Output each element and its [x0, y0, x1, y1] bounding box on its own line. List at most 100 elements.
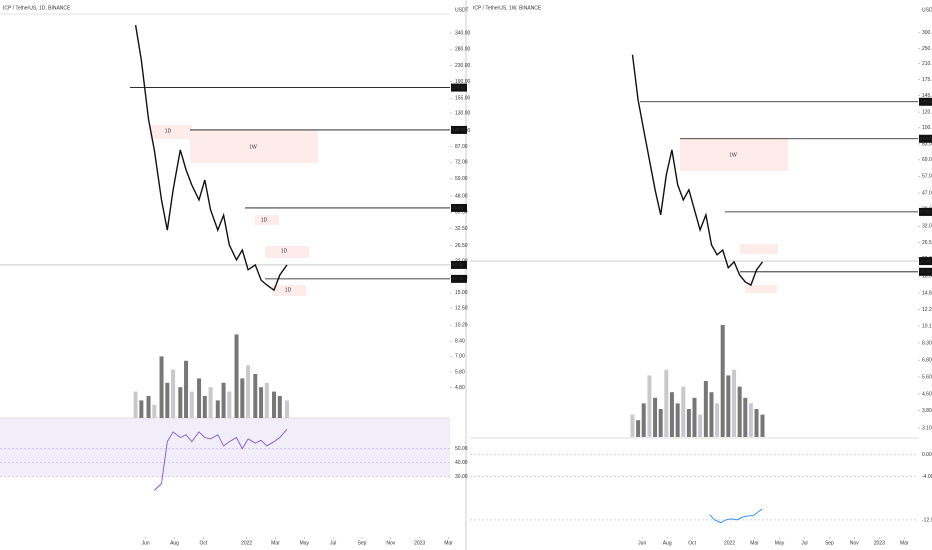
price-tag-label: 176.52 [452, 85, 466, 90]
y-tick-label: 48.00 [455, 193, 468, 199]
volume-bar [675, 403, 680, 437]
volume-bar [669, 392, 674, 437]
y-tick-label: 14.80 [922, 290, 932, 296]
annotation: 1D [261, 217, 268, 223]
price-tag-label: 41.60 [452, 205, 464, 210]
price-tag [919, 134, 932, 143]
price-tag-label: 17.75 [452, 276, 464, 281]
y-tick-label: 57.00 [922, 174, 932, 180]
volume-bar [664, 369, 669, 437]
x-tick-label: Jun [142, 540, 150, 546]
x-tick-label: Jul [330, 540, 336, 546]
y-tick-label: 250.00 [922, 46, 932, 52]
price-line [631, 54, 764, 287]
x-tick-label: 2022 [241, 540, 252, 546]
x-tick-label: 2022 [724, 540, 735, 546]
zone [265, 246, 309, 258]
x-tick-label: Oct [199, 540, 207, 546]
volume-bar [165, 382, 170, 418]
volume-bar [630, 414, 635, 437]
volume-bar [259, 387, 264, 418]
y-tick-label: 59.00 [455, 176, 468, 182]
x-tick-label: Nov [386, 540, 395, 546]
annotation: 1D [285, 287, 292, 293]
volume-bar [285, 400, 290, 418]
y-tick-label: 10.20 [455, 322, 468, 328]
volume-bar [227, 391, 232, 418]
x-tick-label: Sep [358, 540, 367, 546]
y-tick-label: 50.00 [455, 446, 468, 452]
y-tick-label: 0.00 [922, 452, 932, 458]
price-tag [451, 83, 467, 92]
price-tag-label: 37.80 [920, 209, 932, 214]
y-tick-label: 69.00 [922, 157, 932, 163]
volume-bar [240, 378, 245, 418]
volume-bar [202, 396, 207, 418]
y-tick-label: 100.00 [922, 125, 932, 131]
y-tick-label: 175.00 [922, 77, 932, 83]
x-tick-label: Mar [271, 540, 280, 546]
y-tick-label: -4.00 [922, 474, 932, 480]
y-tick-label: -12.00 [922, 517, 932, 523]
volume-bar [159, 356, 164, 418]
price-tag-label: 135.20 [920, 99, 932, 104]
zone [740, 244, 778, 254]
y-tick-label: 4.80 [455, 385, 465, 391]
chart-title: ICP / TetherUS, 1D, BINANCE [3, 5, 71, 11]
chart-title: ICP / TetherUS, 1W, BINANCE [473, 5, 542, 11]
y-tick-label: 26.50 [922, 240, 932, 246]
volume-bar [264, 382, 269, 418]
x-tick-label: Aug [663, 540, 672, 546]
x-tick-label: Mar [750, 540, 759, 546]
zone [150, 125, 192, 139]
volume-bar [653, 397, 658, 437]
volume-bar [681, 386, 686, 437]
y-tick-label: 4.60 [922, 391, 932, 397]
x-tick-label: 2023 [874, 540, 885, 546]
volume-bar [760, 414, 765, 437]
y-tick-label: 32.00 [922, 224, 932, 230]
zone [272, 285, 306, 296]
volume-bar [208, 387, 213, 418]
annotation: 1D [165, 128, 172, 134]
x-tick-label: 2023 [414, 540, 425, 546]
volume-bar [743, 397, 748, 437]
price-tag [451, 125, 467, 134]
volume-bar [133, 391, 138, 418]
y-tick-label: 18.00 [922, 273, 932, 279]
x-tick-label: Aug [170, 540, 179, 546]
volume-bar [277, 396, 282, 418]
y-tick-label: 230.00 [455, 63, 471, 69]
y-tick-label: 30.00 [455, 474, 468, 480]
y-tick-label: 210.00 [922, 61, 932, 67]
volume-bar [234, 334, 239, 418]
y-tick-label: 26.50 [455, 243, 468, 249]
volume-bar [189, 391, 194, 418]
y-tick-label: 8.40 [455, 339, 465, 345]
price-tag [451, 260, 467, 269]
volume-bar [748, 403, 753, 437]
volume-bar [215, 400, 220, 418]
volume-bar [184, 360, 189, 418]
x-tick-label: Sep [825, 540, 834, 546]
y-tick-label: 87.00 [455, 144, 468, 150]
volume-bar [732, 369, 737, 437]
volume-bar [641, 403, 646, 437]
indicator-line [709, 508, 763, 524]
y-tick-label: 10.10 [922, 323, 932, 329]
y-tick-label: 340.00 [455, 30, 471, 36]
annotation: 1W [729, 152, 737, 158]
volume-bar [726, 375, 731, 437]
y-tick-label: 12.20 [922, 307, 932, 313]
x-tick-label: Jul [801, 540, 807, 546]
price-tag [451, 274, 467, 283]
y-tick-label: 15.00 [455, 290, 468, 296]
volume-bar [703, 381, 708, 437]
volume-bar [253, 374, 258, 418]
x-tick-label: Oct [688, 540, 696, 546]
volume-bar [636, 420, 641, 437]
y-tick-label: 145.00 [922, 93, 932, 99]
x-tick-label: May [775, 540, 785, 546]
x-tick-label: Jun [638, 540, 646, 546]
y-tick-label: 155.00 [455, 96, 471, 102]
